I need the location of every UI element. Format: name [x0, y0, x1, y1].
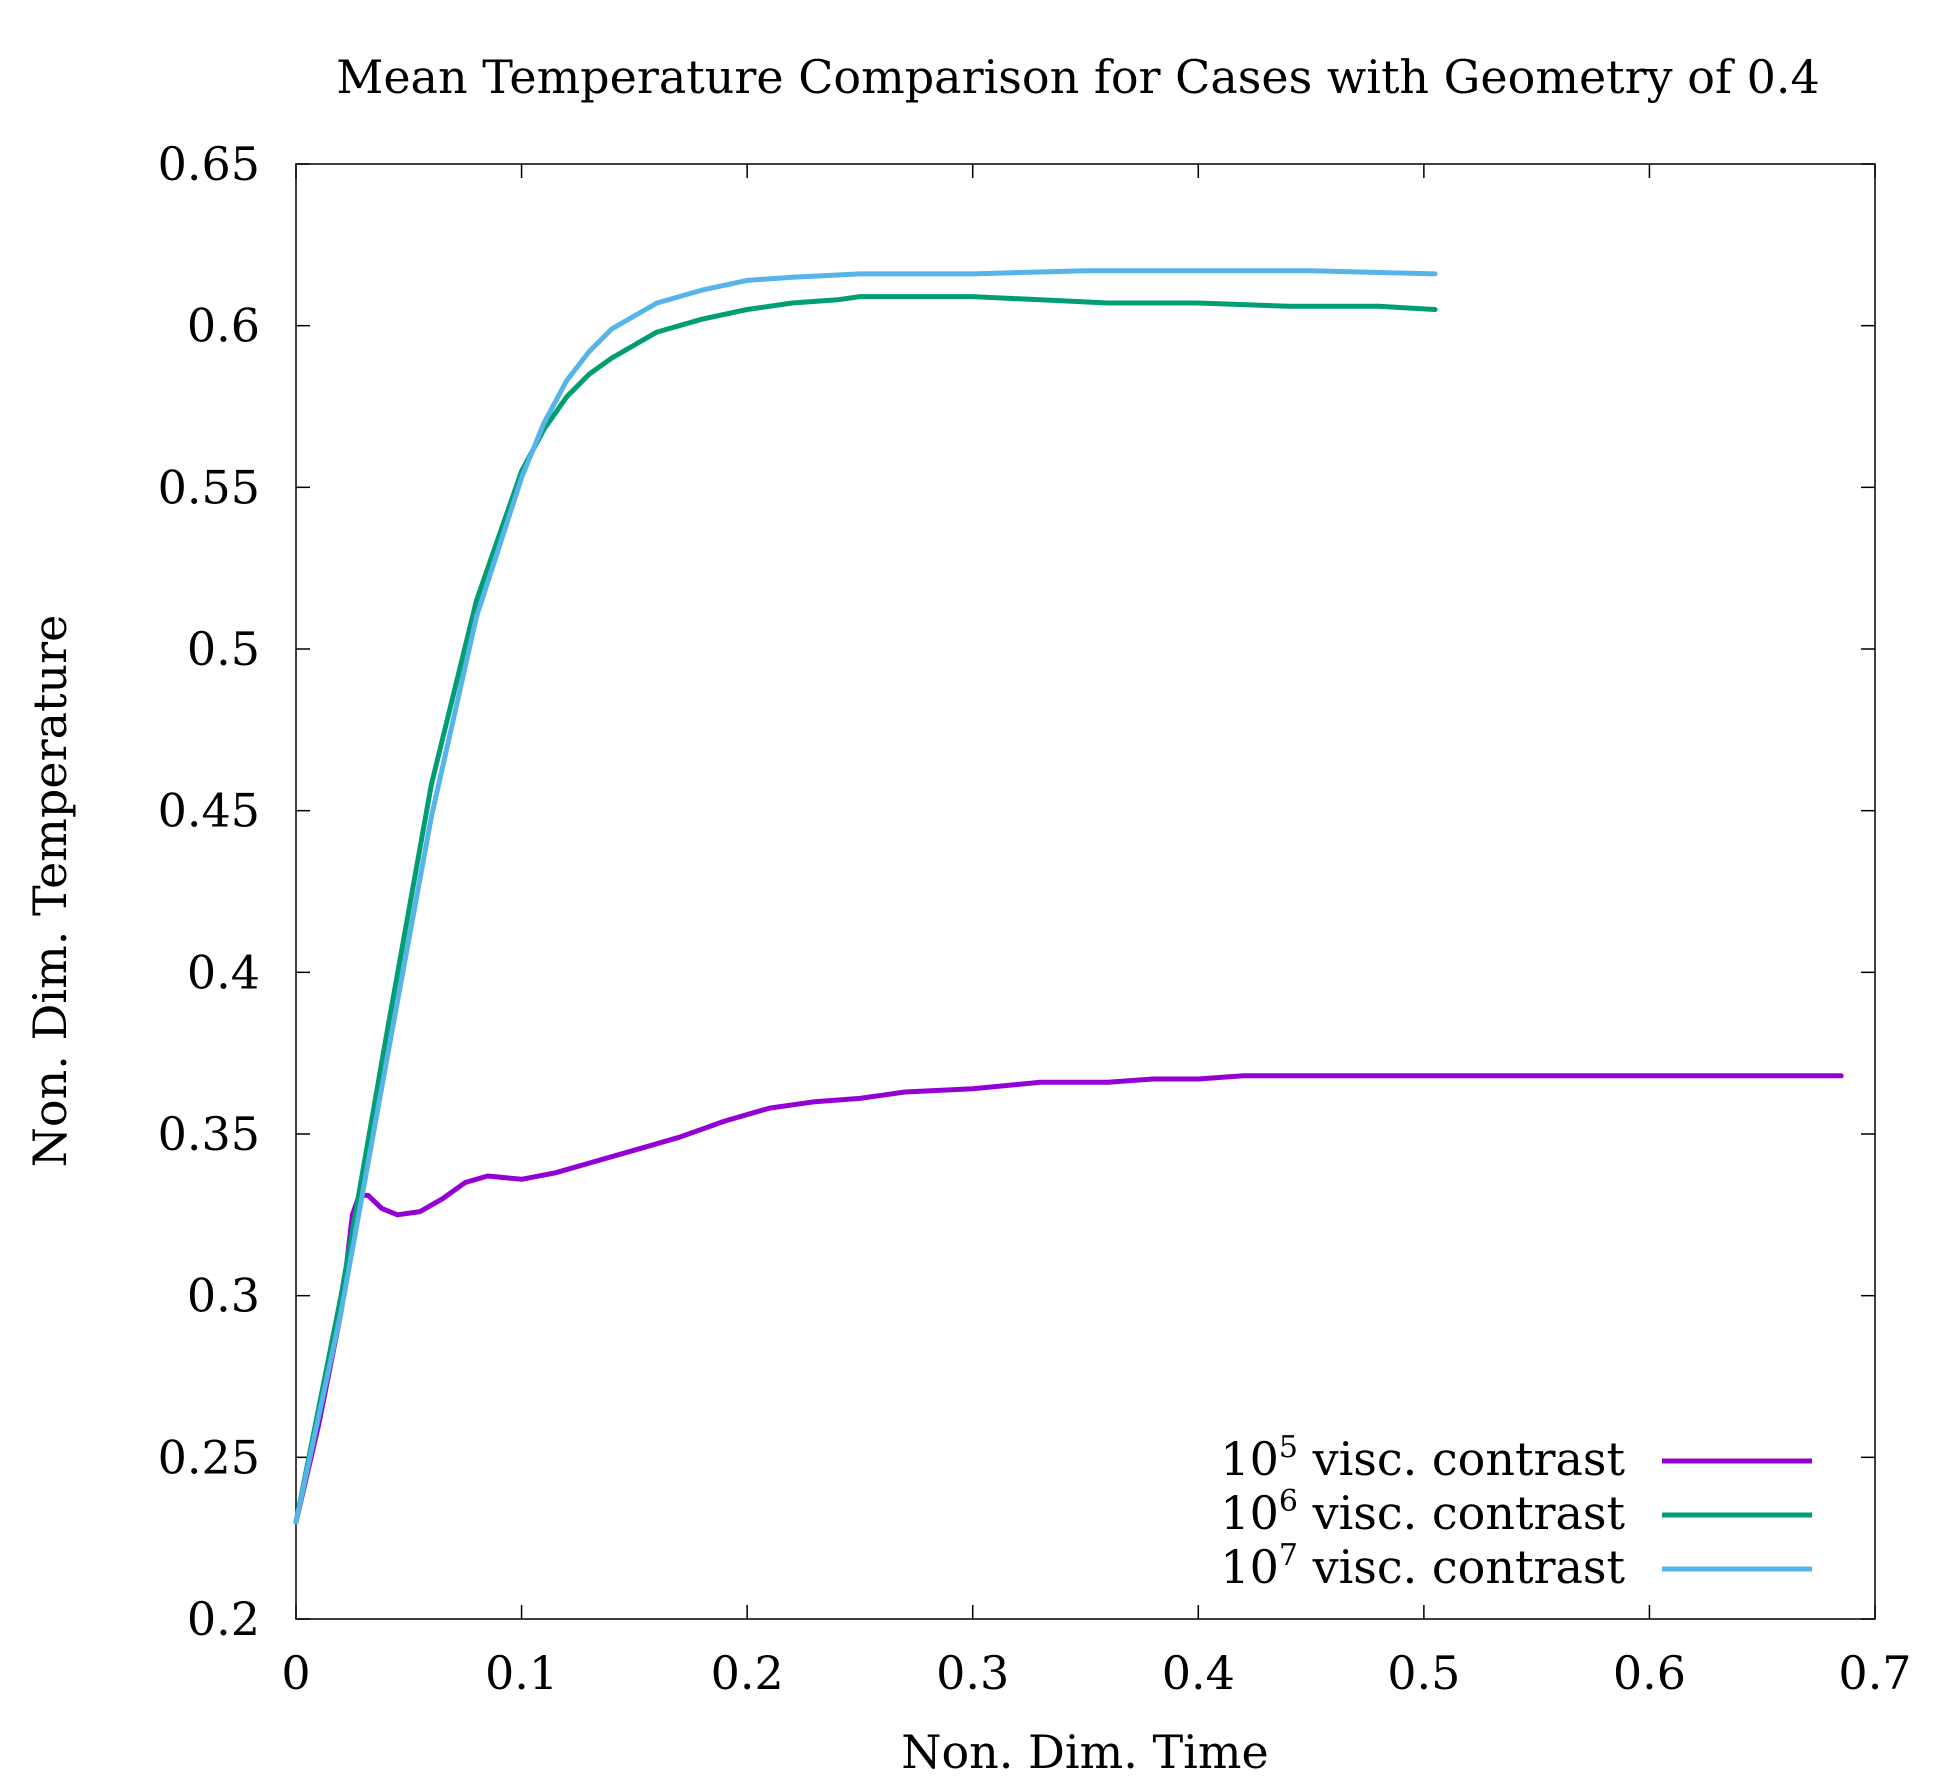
legend-label-exponent: 6 [1279, 1484, 1298, 1519]
y-tick-label: 0.55 [158, 460, 260, 514]
y-tick-label: 0.65 [158, 137, 260, 191]
legend-label-base: 10 [1220, 1432, 1279, 1486]
series-lines [293, 268, 1844, 1525]
x-tick-label: 0.1 [485, 1646, 558, 1700]
legend-label-exponent: 5 [1279, 1430, 1298, 1465]
legend-label-3: 107 visc. contrast [1220, 1538, 1625, 1594]
legend-label-1: 105 visc. contrast [1220, 1430, 1625, 1486]
x-tick-label: 0 [281, 1646, 310, 1700]
legend-label-suffix: visc. contrast [1298, 1540, 1626, 1594]
y-tick-label: 0.25 [158, 1430, 260, 1484]
x-tick-label: 0.5 [1387, 1646, 1460, 1700]
legend-label-suffix: visc. contrast [1298, 1486, 1626, 1540]
series-line-2 [293, 294, 1438, 1525]
axis-ticks: 0 0.1 0.2 0.3 0.4 0.5 0.6 0.7 0.2 0.25 0.3 0.35 0.4 0… [158, 137, 1912, 1700]
y-axis-label: Non. Dim. Temperature [23, 615, 77, 1168]
series-line-3 [293, 268, 1438, 1525]
x-tick-label: 0.4 [1162, 1646, 1235, 1700]
y-tick-label: 0.35 [158, 1107, 260, 1161]
y-tick-label: 0.4 [187, 945, 260, 999]
x-tick-label: 0.2 [711, 1646, 784, 1700]
legend-label-base: 10 [1220, 1486, 1279, 1540]
chart-title: Mean Temperature Comparison for Cases wi… [336, 50, 1820, 104]
series-line-1 [293, 1073, 1844, 1525]
x-axis-label: Non. Dim. Time [901, 1725, 1269, 1777]
x-tick-label: 0.3 [936, 1646, 1009, 1700]
x-tick-label: 0.7 [1838, 1646, 1911, 1700]
x-tick-label: 0.6 [1613, 1646, 1686, 1700]
y-tick-label: 0.3 [187, 1269, 260, 1323]
y-tick-label: 0.45 [158, 784, 260, 838]
y-tick-label: 0.5 [187, 622, 260, 676]
legend-label-base: 10 [1220, 1540, 1279, 1594]
y-tick-label: 0.6 [187, 299, 260, 353]
y-tick-label: 0.2 [187, 1592, 260, 1646]
legend-label-suffix: visc. contrast [1298, 1432, 1626, 1486]
legend-label-2: 106 visc. contrast [1220, 1484, 1625, 1540]
legend-label-exponent: 7 [1279, 1538, 1298, 1573]
plot-area [295, 163, 1876, 1620]
